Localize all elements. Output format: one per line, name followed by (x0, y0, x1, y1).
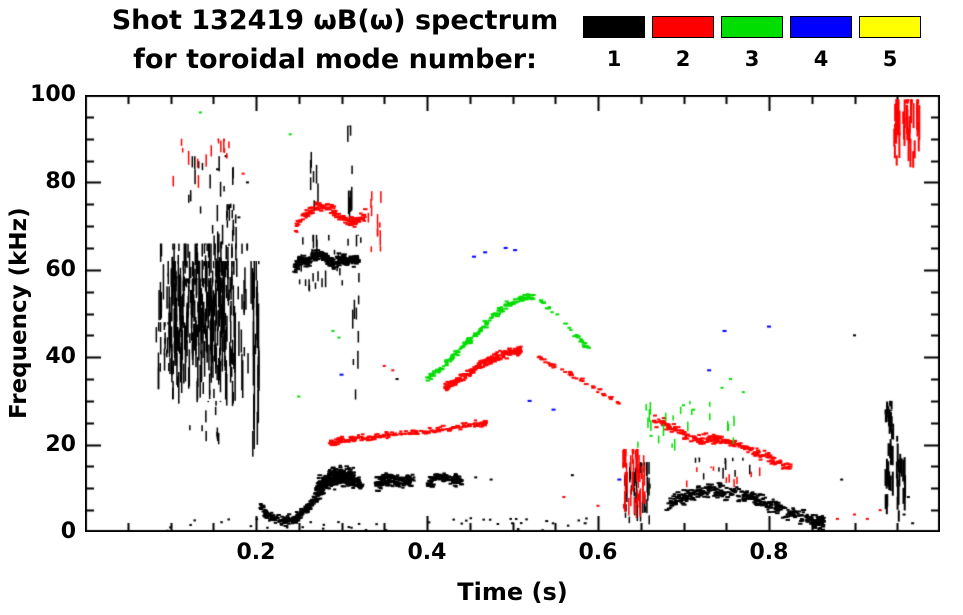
legend-label-mode-4: 4 (813, 47, 829, 71)
y-axis-label: Frequency (kHz) (6, 207, 32, 420)
legend-label-mode-2: 2 (675, 47, 691, 71)
y-tick-label: 80 (45, 169, 76, 195)
legend-swatch-mode-4 (790, 16, 852, 38)
y-tick-label: 0 (60, 519, 76, 544)
x-tick-label: 0.8 (749, 540, 789, 565)
legend-numbers: 1 2 3 4 5 (583, 47, 921, 71)
legend-swatch-mode-1 (583, 16, 645, 38)
y-tick-label: 20 (45, 431, 76, 457)
plot-area (85, 95, 940, 532)
x-tick-label: 0.4 (407, 540, 447, 565)
legend-swatch-mode-2 (652, 16, 714, 38)
x-axis-label: Time (s) (457, 578, 568, 606)
chart-title: Shot 132419 ωB(ω) spectrum (111, 5, 559, 36)
legend-swatches (583, 16, 921, 38)
legend-label-mode-3: 3 (744, 47, 760, 71)
legend-swatch-mode-5 (859, 16, 921, 38)
legend-label-mode-5: 5 (882, 47, 898, 71)
legend-swatch-mode-3 (721, 16, 783, 38)
y-tick-label: 100 (30, 82, 76, 107)
chart-subtitle: for toroidal mode number: (133, 44, 537, 75)
y-tick-label: 60 (45, 256, 76, 282)
legend-label-mode-1: 1 (606, 47, 622, 71)
y-tick-label: 40 (45, 344, 76, 370)
x-tick-label: 0.6 (578, 540, 618, 565)
x-tick-label: 0.2 (236, 540, 276, 565)
